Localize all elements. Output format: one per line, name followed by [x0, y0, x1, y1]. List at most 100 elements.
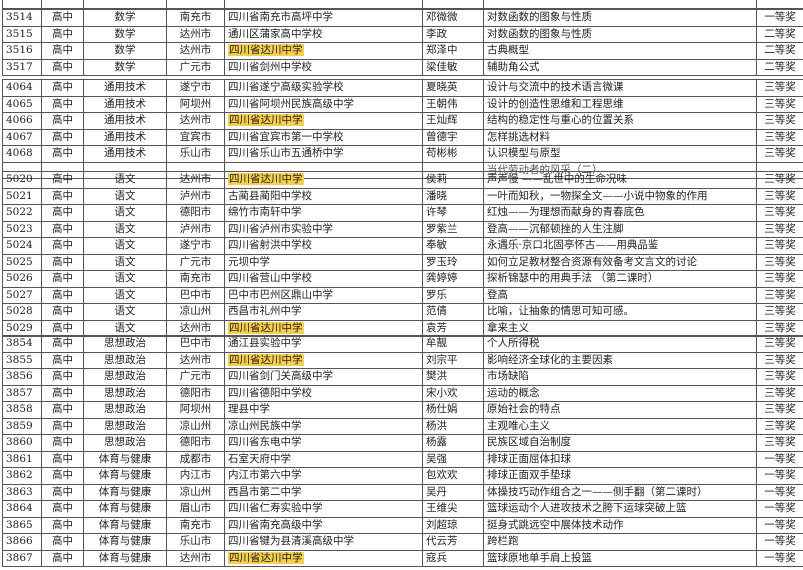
school-level: 高中	[52, 147, 73, 160]
entry-id-cell: 3866	[2, 533, 42, 551]
table-row: 4068 高中 通用技术 乐山市 四川省乐山市五通桥中学 苟彬彬 认识模型与原型 三等奖	[2, 145, 803, 163]
award-cell: 三等奖	[756, 401, 803, 419]
lesson-title-cell: 如何立足教材整合资源有效备考文言文的讨论	[483, 253, 757, 271]
entry-id: 3855	[6, 353, 33, 366]
school-level: 高中	[52, 305, 73, 318]
subject: 思想政治	[104, 337, 146, 350]
school-level-cell: 高中	[41, 401, 84, 419]
teacher: 罗紫兰	[426, 222, 458, 235]
school: 四川省剑州中学校	[228, 60, 312, 73]
school-cell: 四川省仁寿实验中学	[224, 500, 423, 518]
teacher: 罗玉玲	[426, 255, 458, 268]
city: 南充市	[179, 272, 212, 285]
school: 四川省南充高级中学	[228, 518, 323, 531]
entry-id: 4068	[6, 147, 33, 160]
subject: 思想政治	[104, 370, 146, 383]
lesson-title-cell: 设计的创造性思维和工程思维	[483, 95, 757, 113]
school-level-cell: 高中	[41, 384, 84, 402]
subject-cell: 语文	[83, 237, 167, 255]
lesson-title: 声声慢 ——乱世中的生命况味	[487, 173, 627, 186]
school: 绵竹市南轩中学	[228, 206, 302, 219]
teacher-cell: 奉敏	[422, 237, 484, 255]
school-level: 高中	[52, 288, 73, 301]
lesson-title: 设计的创造性思维和工程思维	[487, 97, 624, 110]
award-cell: 三等奖	[756, 319, 803, 337]
entry-id: 3864	[6, 502, 33, 515]
lesson-title-cell: 原始社会的特点	[483, 401, 757, 419]
school-level-cell: 高中	[41, 450, 84, 468]
lesson-title-cell: 跨栏跑	[483, 533, 757, 551]
school-level-cell: 高中	[41, 368, 84, 386]
entry-id-cell: 3856	[2, 368, 42, 386]
award: 三等奖	[764, 206, 796, 219]
lesson-title-cell: 个人所得税	[483, 335, 757, 353]
school: 四川省泸州市实验中学	[228, 222, 333, 235]
school: 四川省遂宁高级实验学校	[228, 81, 344, 94]
entry-id: 3858	[6, 403, 33, 416]
subject: 体育与健康	[98, 502, 152, 515]
school-level: 高中	[52, 485, 73, 498]
school-level: 高中	[52, 370, 73, 383]
school: 四川省德阳中学校	[228, 386, 312, 399]
school: 四川省宜宾市第一中学校	[228, 130, 344, 143]
city: 内江市	[179, 469, 212, 482]
subject: 思想政治	[104, 403, 146, 416]
school-level-cell: 高中	[41, 417, 84, 435]
subject-cell: 思想政治	[83, 384, 167, 402]
award: 三等奖	[764, 130, 796, 143]
subject: 体育与健康	[98, 551, 152, 564]
city-cell: 达州市	[166, 549, 225, 567]
subject: 思想政治	[104, 436, 146, 449]
lesson-title-cell: 比喻，让抽象的情思可知可感。	[483, 303, 757, 321]
subject-cell: 语文	[83, 171, 167, 189]
lesson-title-cell: 登高——沉郁顿挫的人生注脚	[483, 220, 757, 238]
school: 理县中学	[228, 403, 270, 416]
teacher: 梁佳敏	[426, 60, 458, 73]
entry-id-cell: 3865	[2, 516, 42, 534]
city-cell: 广元市	[166, 253, 225, 271]
school: 四川省犍为县清溪高级中学	[228, 535, 354, 548]
entry-id: 5027	[6, 288, 33, 301]
school-level-cell: 高中	[41, 25, 84, 43]
subject: 体育与健康	[98, 518, 152, 531]
school-cell: 四川省东电中学	[224, 434, 423, 452]
award-cell: 一等奖	[756, 450, 803, 468]
entry-id-cell: 3857	[2, 384, 42, 402]
city-cell: 达州市	[166, 171, 225, 189]
teacher: 刘超琼	[426, 518, 458, 531]
entry-id-cell: 3855	[2, 351, 42, 369]
lesson-title: 怎样挑选材料	[487, 130, 550, 143]
school-cell: 四川省剑门关高级中学	[224, 368, 423, 386]
school-cell: 四川省德阳中学校	[224, 384, 423, 402]
award-cell: 三等奖	[756, 417, 803, 435]
subject-cell: 数学	[83, 58, 167, 76]
teacher-cell: 侯莉	[422, 171, 484, 189]
award-cell: 一等奖	[756, 483, 803, 501]
lesson-title: 主观唯心主义	[487, 419, 550, 432]
award-cell: 三等奖	[756, 335, 803, 353]
entry-id: 3854	[6, 337, 33, 350]
school-level-cell: 高中	[41, 467, 84, 485]
city-cell: 达州市	[166, 319, 225, 337]
entry-id-cell: 3859	[2, 417, 42, 435]
award-cell: 三等奖	[756, 128, 803, 146]
entry-id-cell: 4066	[2, 112, 42, 130]
lesson-title-cell: 怎样挑选材料	[483, 128, 757, 146]
city-cell: 南充市	[166, 516, 225, 534]
award-cell: 三等奖	[756, 286, 803, 304]
entry-id-cell: 3514	[2, 9, 42, 27]
lesson-title: 探析锦瑟中的用典手法 （第二课时）	[487, 272, 659, 285]
lesson-title: 古典概型	[487, 44, 529, 57]
school-level: 高中	[52, 222, 73, 235]
award: 一等奖	[764, 518, 796, 531]
city: 广元市	[179, 370, 212, 383]
lesson-title-cell: 篮球原地单手肩上投篮	[483, 549, 757, 567]
award: 一等奖	[764, 485, 796, 498]
entry-id-cell: 4068	[2, 145, 42, 163]
city-cell: 遂宁市	[166, 237, 225, 255]
lesson-title: 个人所得税	[487, 337, 540, 350]
school: 四川省营山中学校	[228, 272, 312, 285]
subject: 通用技术	[104, 130, 146, 143]
award: 三等奖	[764, 305, 796, 318]
award: 三等奖	[764, 173, 796, 186]
